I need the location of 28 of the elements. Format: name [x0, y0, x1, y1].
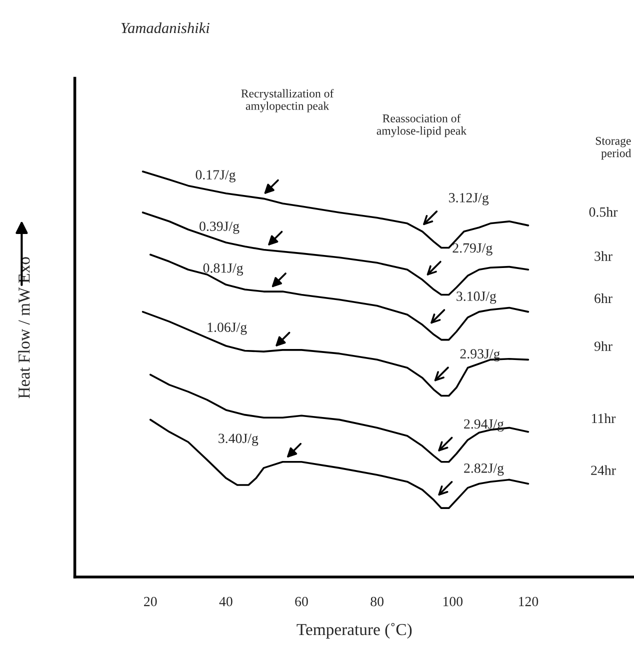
- x-tick-label: 80: [370, 596, 384, 606]
- annotation: 3.40J/g: [218, 434, 258, 446]
- text: Reassociation of amylose-lipid peak: [376, 114, 467, 138]
- text: 9hr: [594, 341, 612, 351]
- text: Storage period: [596, 136, 632, 160]
- chart-title: Yamadanishiki: [121, 22, 210, 34]
- annotation: 0.81J/g: [203, 263, 244, 276]
- annotation: 0.39J/g: [200, 222, 240, 234]
- text: 0.5hr: [589, 206, 618, 217]
- annotation: 3.12J/g: [449, 193, 489, 206]
- x-axis-title: Temperature (˚C): [296, 622, 412, 639]
- annotation: 2.79J/g: [452, 243, 492, 256]
- text: 3hr: [594, 251, 612, 261]
- text: Recrystallization of amylopectin peak: [241, 89, 334, 112]
- text: 24hr: [591, 465, 616, 475]
- annotation: 2.82J/g: [464, 463, 504, 476]
- annotation: 2.93J/g: [460, 349, 500, 362]
- x-tick-label: 120: [519, 596, 538, 606]
- x-tick-label: 60: [295, 596, 308, 606]
- annotation: 0.17J/g: [196, 170, 236, 182]
- annotation: 3.10J/g: [456, 292, 496, 304]
- x-tick-label: 40: [219, 596, 232, 606]
- x-tick-label: 20: [144, 596, 157, 606]
- text: 11hr: [592, 413, 616, 424]
- x-tick-label: 100: [443, 596, 463, 606]
- annotation: 1.06J/g: [208, 322, 247, 335]
- annotation: 2.94J/g: [464, 419, 504, 432]
- text: 6hr: [594, 293, 612, 304]
